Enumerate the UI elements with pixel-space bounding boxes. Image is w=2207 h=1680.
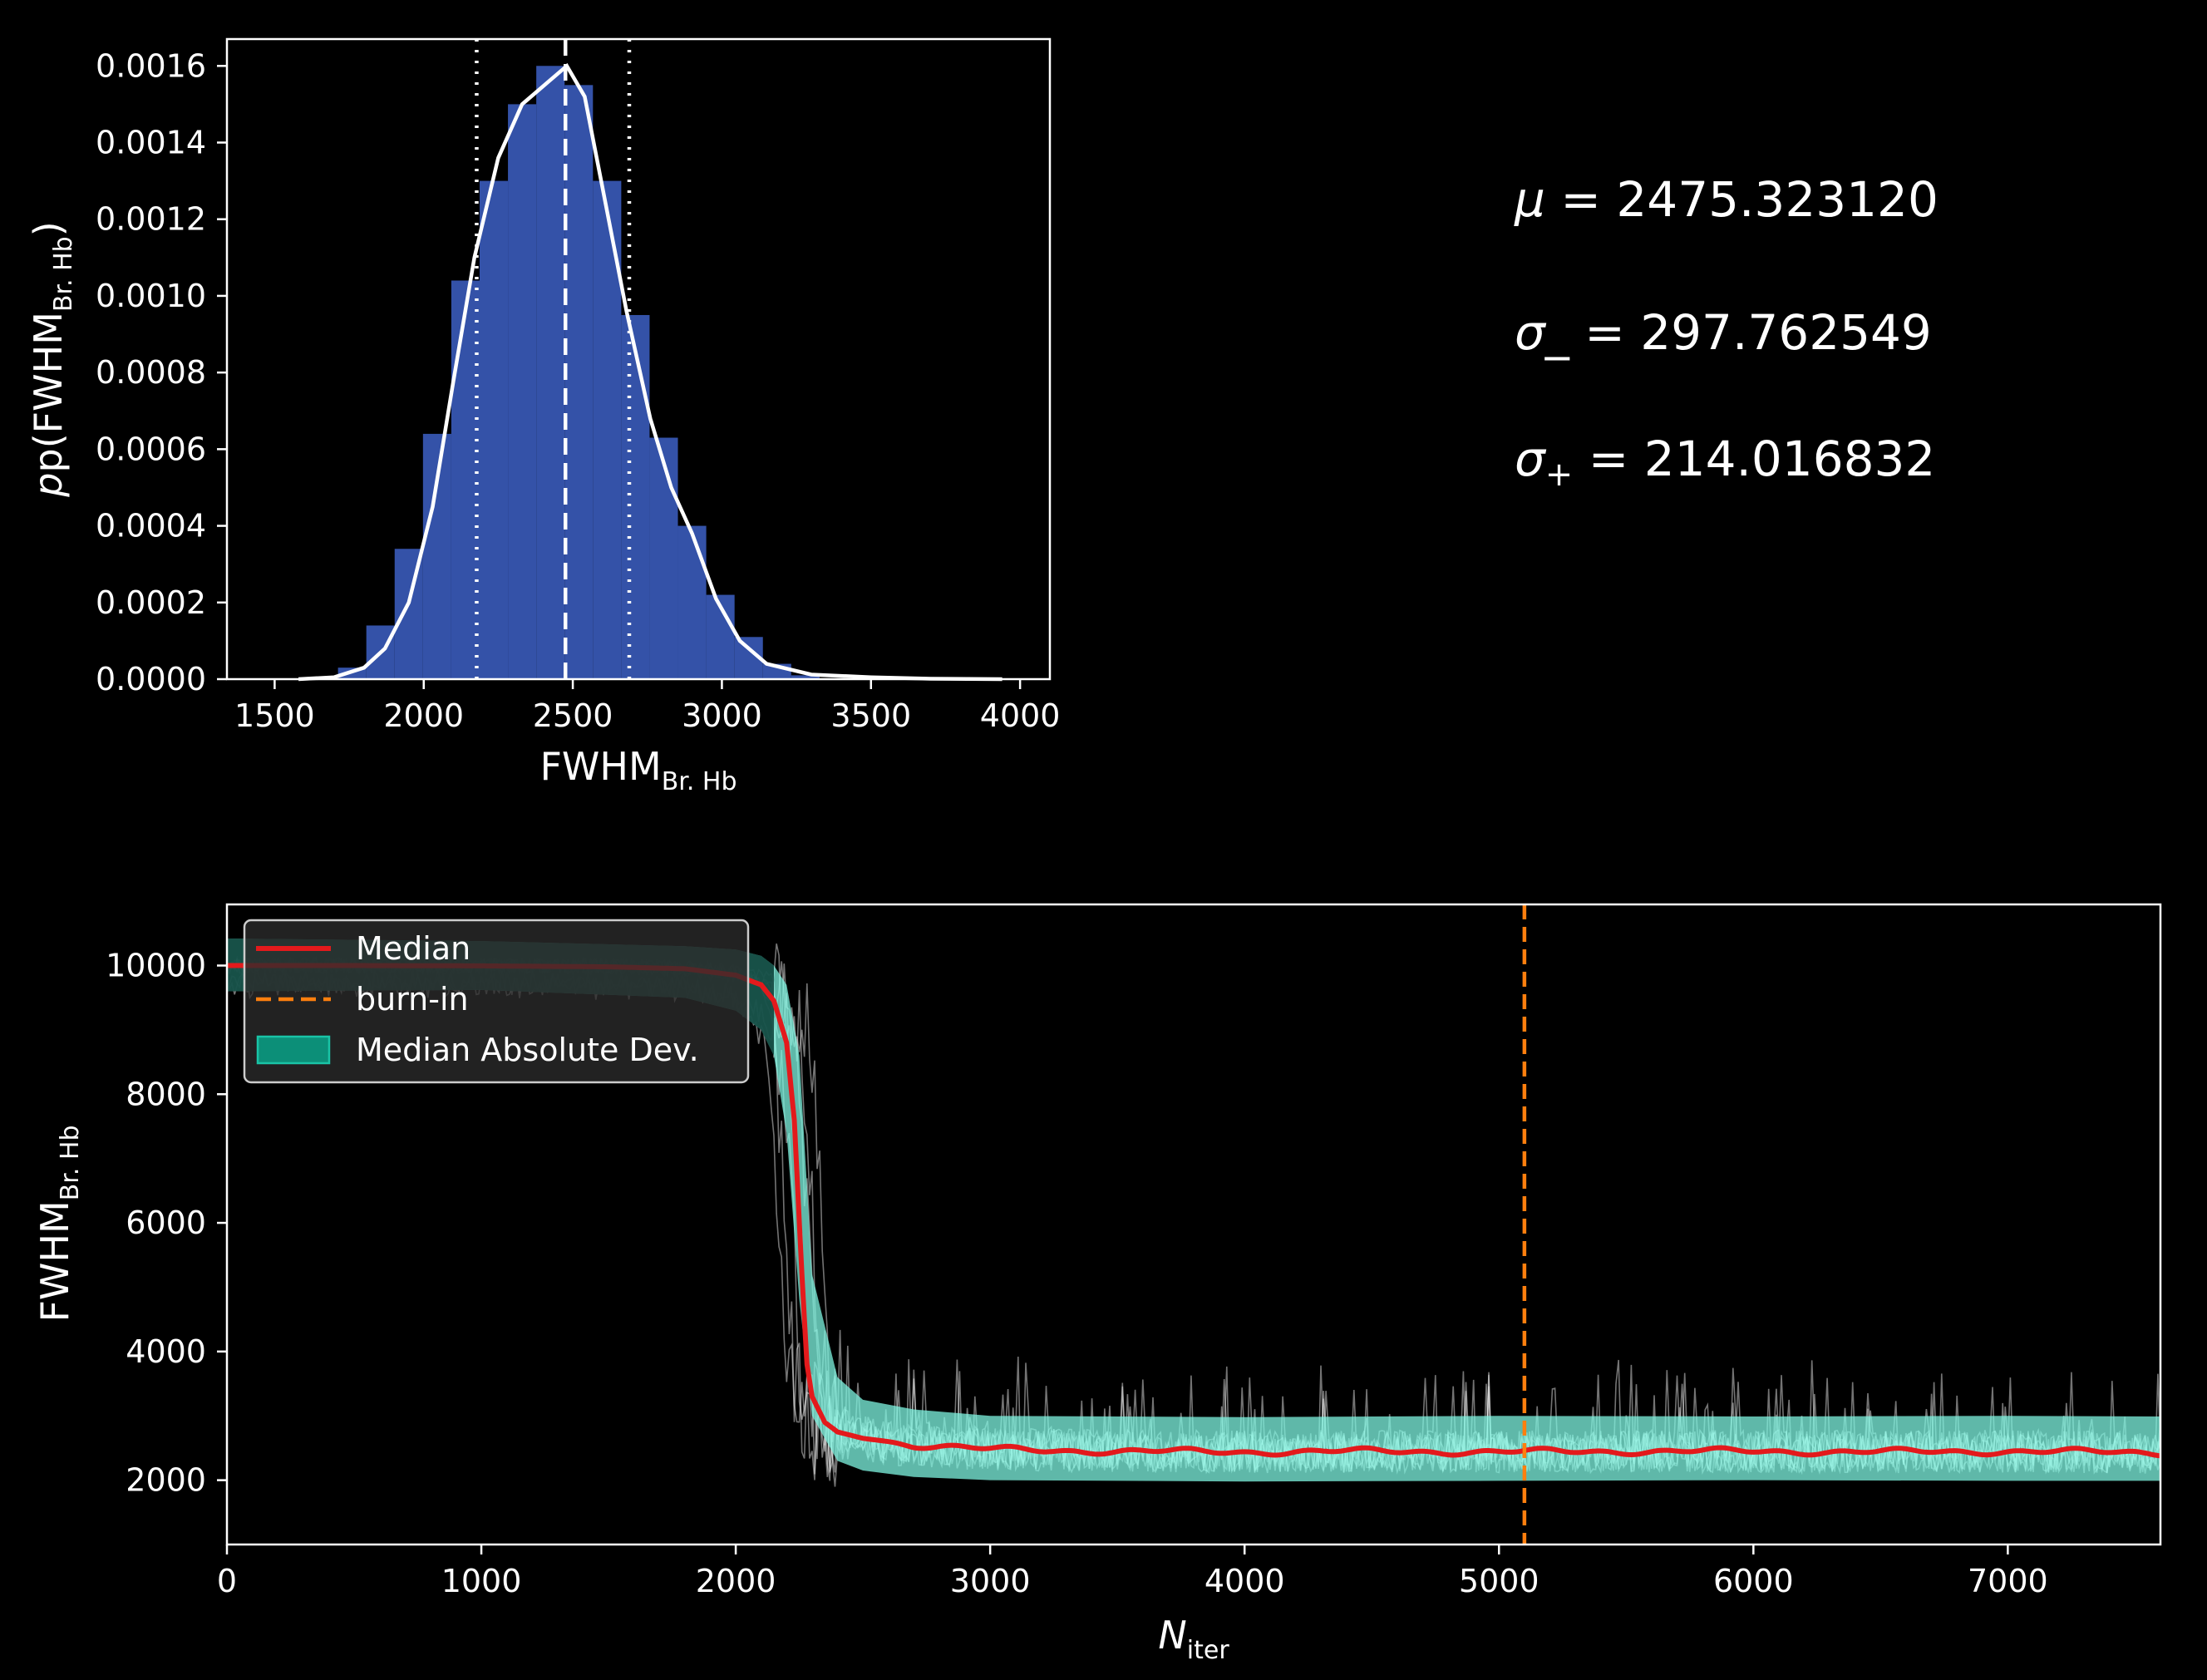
trace-x-tick-label: 3000 (950, 1563, 1031, 1599)
trace-y-ticks: 2000 4000 6000 8000 10000 (106, 948, 227, 1499)
trace-x-ticks: 0 1000 2000 3000 4000 5000 6000 7000 (217, 1545, 2048, 1599)
histogram-bar (649, 437, 678, 679)
histogram-y-tick-label: 0.0010 (96, 278, 206, 314)
legend-mad-swatch (256, 1035, 331, 1065)
trace-x-tick-label: 4000 (1204, 1563, 1285, 1599)
trace-x-tick-label: 0 (217, 1563, 237, 1599)
histogram-y-tick-label: 0.0004 (96, 508, 206, 544)
trace-x-tick-label: 6000 (1713, 1563, 1794, 1599)
histogram-x-tick-label: 2500 (533, 697, 613, 734)
histogram-bar (677, 525, 707, 679)
histogram-bar (621, 314, 650, 679)
histogram-bar (508, 104, 537, 679)
trace-panel: 0 1000 2000 3000 4000 5000 6000 7000 2000 4000 60… (32, 903, 2162, 1665)
kde-curve (298, 62, 1003, 682)
p-symbol: p (26, 472, 71, 497)
histogram-x-tick-label: 1500 (234, 697, 315, 734)
histogram-x-tick-label: 4000 (980, 697, 1061, 734)
mu-stat: μ = 2475.323120 (1514, 171, 1939, 228)
histogram-bar (451, 280, 480, 679)
trace-y-tick-label: 10000 (106, 948, 206, 984)
legend-burn-in-label: burn-in (356, 981, 469, 1017)
trace-x-tick-label: 5000 (1459, 1563, 1539, 1599)
trace-y-tick-label: 8000 (126, 1076, 206, 1112)
histogram-y-tick-label: 0.0002 (96, 584, 206, 621)
trace-y-axis-label: FWHMBr. Hb (32, 1125, 85, 1322)
histogram-x-ticks: 1500 2000 2500 3000 3500 4000 (234, 679, 1060, 734)
histogram-bar (564, 85, 594, 679)
histogram-y-tick-label: 0.0000 (96, 661, 206, 697)
histogram-y-tick-label: 0.0006 (96, 431, 206, 467)
trace-x-tick-label: 7000 (1968, 1563, 2048, 1599)
trace-y-tick-label: 6000 (126, 1205, 206, 1241)
histogram-bar (536, 66, 565, 679)
histogram-x-tick-label: 3000 (682, 697, 762, 734)
histogram-x-tick-label: 2000 (383, 697, 464, 734)
histogram-bar (791, 675, 820, 679)
histogram-x-tick-label: 3500 (830, 697, 911, 734)
trace-x-axis-label: Niter (1158, 1613, 1229, 1665)
histogram-bar (479, 180, 509, 679)
trace-y-tick-label: 2000 (126, 1462, 206, 1499)
histogram-y-tick-label: 0.0008 (96, 354, 206, 391)
histogram-y-tick-label: 0.0016 (96, 47, 206, 84)
histogram-bars (337, 66, 820, 679)
sigma-plus-stat: σ+ = 214.016832 (1515, 431, 1935, 494)
trace-frame (225, 903, 2162, 1546)
trace-y-tick-label: 4000 (126, 1333, 206, 1370)
legend-median-label: Median (356, 930, 470, 967)
trace-x-tick-label: 2000 (696, 1563, 776, 1599)
legend-mad-label: Median Absolute Dev. (356, 1032, 699, 1068)
mad-band (227, 939, 2160, 1482)
legend: Median burn-in Median Absolute Dev. (243, 919, 750, 1084)
histogram-y-tick-label: 0.0012 (96, 201, 206, 238)
histogram-panel: 1500 2000 2500 3000 3500 4000 0.00000.00020.0… (26, 37, 1060, 796)
histogram-x-axis-label: FWHMBr. Hb (539, 744, 736, 796)
histogram-reference-lines (475, 39, 632, 679)
histogram-frame (225, 37, 1052, 681)
trace-x-tick-label: 1000 (441, 1563, 522, 1599)
histogram-y-ticks: 0.0000 0.0002 0.0004 0.0006 0.0008 0.0010 0.00… (96, 47, 227, 697)
statistics-block: μ = 2475.323120 σ_ = 297.762549 σ+ = 214… (1514, 171, 1939, 494)
histogram-y-tick-label: 0.0014 (96, 124, 206, 160)
histogram-y-axis-label: pp(FWHMBr. Hb) (26, 221, 78, 497)
legend-box (243, 919, 750, 1084)
sigma-minus-stat: σ_ = 297.762549 (1515, 304, 1932, 361)
